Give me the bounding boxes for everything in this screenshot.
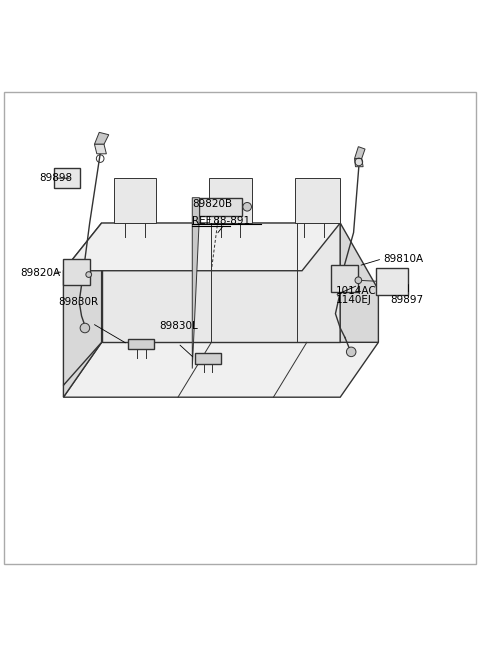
Bar bbox=[63, 259, 90, 285]
Bar bbox=[331, 264, 359, 292]
Text: 89830R: 89830R bbox=[59, 297, 99, 307]
Polygon shape bbox=[192, 197, 199, 369]
Text: 89810A: 89810A bbox=[383, 254, 423, 264]
Text: 1140EJ: 1140EJ bbox=[336, 295, 372, 305]
Polygon shape bbox=[340, 223, 378, 342]
Polygon shape bbox=[63, 223, 102, 385]
Polygon shape bbox=[63, 328, 102, 397]
Text: 89897: 89897 bbox=[390, 295, 423, 305]
Bar bbox=[195, 354, 221, 364]
Text: REF.88-891: REF.88-891 bbox=[192, 216, 251, 226]
Text: 89830L: 89830L bbox=[159, 321, 198, 331]
Bar bbox=[128, 339, 154, 350]
Text: 89820A: 89820A bbox=[21, 268, 60, 278]
Circle shape bbox=[347, 347, 356, 357]
Circle shape bbox=[86, 272, 92, 277]
Polygon shape bbox=[95, 133, 109, 144]
Polygon shape bbox=[209, 178, 252, 223]
Polygon shape bbox=[63, 223, 340, 271]
Polygon shape bbox=[355, 147, 365, 159]
Polygon shape bbox=[295, 178, 340, 223]
Bar bbox=[199, 197, 242, 216]
Polygon shape bbox=[114, 178, 156, 223]
Polygon shape bbox=[63, 342, 378, 397]
Circle shape bbox=[355, 277, 362, 283]
Text: 89898: 89898 bbox=[39, 173, 72, 182]
Polygon shape bbox=[102, 223, 340, 342]
Text: 1014AC: 1014AC bbox=[336, 286, 376, 296]
Circle shape bbox=[243, 203, 252, 211]
Bar bbox=[376, 268, 408, 295]
Polygon shape bbox=[95, 144, 107, 154]
Bar bbox=[54, 168, 80, 188]
Text: 89820B: 89820B bbox=[192, 199, 232, 209]
Circle shape bbox=[80, 323, 90, 333]
Polygon shape bbox=[355, 159, 363, 167]
